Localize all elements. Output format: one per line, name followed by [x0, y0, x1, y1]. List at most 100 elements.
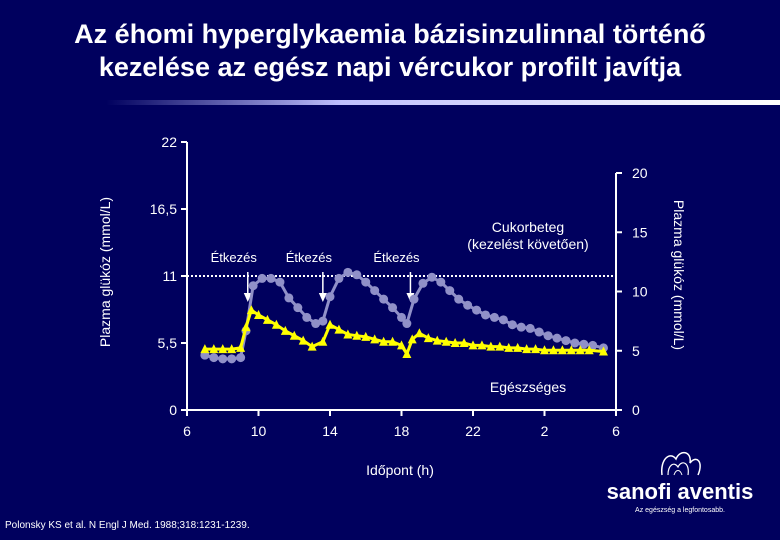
- x-tick-label: 22: [465, 423, 481, 439]
- diabetic-data-point: [397, 312, 406, 322]
- sanofi-aventis-bird-logo-icon: [661, 451, 701, 476]
- healthy-data-point: [334, 324, 344, 334]
- healthy-data-point: [289, 330, 299, 340]
- diabetic-data-point: [445, 286, 455, 296]
- healthy-data-point: [468, 340, 478, 350]
- diabetic-data-point: [352, 270, 362, 280]
- diabetic-data-point: [388, 303, 398, 313]
- left-y-tick-label: 11: [162, 268, 177, 284]
- healthy-data-point: [459, 338, 469, 347]
- right-y-tick-label: 15: [632, 224, 648, 240]
- meal-label: Étkezés: [373, 250, 420, 265]
- healthy-data-point: [370, 334, 380, 344]
- healthy-data-point: [584, 345, 594, 355]
- logo-tagline: Az egészség a legfontosabb.: [635, 507, 725, 514]
- diabetic-data-point: [543, 331, 553, 341]
- diabetic-data-point: [498, 315, 508, 325]
- healthy-data-point: [486, 341, 496, 351]
- diabetic-data-point: [257, 273, 267, 283]
- citation: Polonsky KS et al. N Engl J Med. 1988;31…: [5, 520, 250, 531]
- healthy-data-point: [388, 336, 398, 346]
- diabetic-data-point: [534, 327, 544, 337]
- meal-arrow-head: [318, 293, 327, 302]
- diabetic-data-point: [552, 333, 562, 343]
- x-axis-title: Időpont (h): [366, 462, 434, 478]
- healthy-data-point: [540, 345, 549, 355]
- left-y-tick-label: 16,5: [150, 201, 177, 217]
- diabetic-data-point: [561, 336, 571, 346]
- right-y-tick-label: 10: [632, 284, 648, 300]
- healthy-data-point: [432, 335, 442, 345]
- healthy-series-label: Egészséges: [490, 379, 566, 395]
- diabetic-data-point: [402, 319, 412, 329]
- healthy-data-point: [441, 336, 451, 346]
- diabetic-data-point: [302, 312, 312, 322]
- healthy-data-point: [531, 344, 541, 354]
- meal-label: Étkezés: [211, 250, 258, 265]
- title-line-2: kezelése az egész napi vércukor profilt …: [98, 52, 682, 82]
- healthy-data-point: [262, 314, 272, 324]
- diabetic-data-point: [343, 267, 353, 277]
- diabetic-data-point: [409, 294, 419, 304]
- diabetic-data-point: [516, 322, 526, 332]
- right-y-tick-label: 20: [632, 165, 648, 181]
- diabetic-data-point: [325, 292, 335, 302]
- healthy-data-point: [450, 338, 460, 347]
- diabetic-data-point: [284, 293, 294, 303]
- diabetic-data-point: [293, 303, 303, 313]
- meal-label: Étkezés: [286, 250, 333, 265]
- diabetic-data-point: [525, 323, 535, 333]
- x-tick-label: 10: [251, 423, 267, 439]
- right-y-tick-label: 0: [632, 402, 640, 418]
- diabetic-data-point: [370, 286, 380, 296]
- left-y-axis-title: Plazma glükóz (mmol/L): [97, 197, 113, 347]
- healthy-data-point: [241, 322, 251, 332]
- diabetic-data-point: [248, 281, 258, 291]
- diabetic-data-point: [227, 354, 237, 364]
- diabetic-data-point: [218, 354, 228, 364]
- healthy-data-point: [566, 345, 576, 355]
- right-y-axis-title: Plazma glükóz (mmol/L): [671, 200, 687, 350]
- diabetic-data-point: [209, 353, 219, 363]
- diabetic-data-point: [334, 273, 344, 283]
- healthy-data-point: [318, 336, 328, 346]
- diabetic-data-point: [379, 294, 389, 304]
- healthy-data-point: [397, 340, 406, 350]
- healthy-data-point: [254, 309, 263, 319]
- logo-wordmark: sanofi aventis: [606, 479, 754, 504]
- healthy-data-point: [575, 345, 585, 355]
- diabetic-data-point: [472, 305, 482, 315]
- healthy-data-point: [298, 335, 308, 345]
- healthy-data-point: [271, 319, 281, 329]
- diabetic-data-point: [481, 310, 491, 320]
- diabetic-data-point: [361, 277, 371, 287]
- diabetic-data-point: [418, 278, 428, 288]
- healthy-data-point: [504, 342, 514, 352]
- diabetic-data-point: [275, 277, 285, 287]
- diabetic-data-point: [463, 300, 473, 310]
- healthy-data-point: [407, 334, 417, 344]
- healthy-data-point: [352, 330, 362, 340]
- healthy-data-point: [343, 329, 353, 339]
- diabetic-data-point: [489, 312, 499, 322]
- diabetic-data-point: [236, 353, 246, 363]
- x-tick-label: 18: [394, 423, 410, 439]
- healthy-data-point: [361, 331, 371, 341]
- healthy-data-point: [423, 333, 433, 343]
- healthy-data-point: [236, 342, 246, 352]
- healthy-data-point: [414, 328, 424, 338]
- healthy-data-point: [307, 341, 317, 351]
- diabetic-data-point: [266, 273, 276, 283]
- slide-title: Az éhomi hyperglykaemia bázisinzulinnal …: [0, 18, 780, 84]
- x-tick-label: 6: [183, 423, 191, 439]
- diabetic-data-point: [318, 316, 328, 326]
- healthy-data-point: [379, 336, 389, 346]
- healthy-data-point: [548, 345, 558, 355]
- x-tick-label: 2: [541, 423, 549, 439]
- diabetic-data-point: [311, 319, 321, 329]
- diabetic-series-label-line2: (kezelést követően): [467, 236, 588, 252]
- left-y-tick-label: 22: [161, 134, 177, 150]
- diabetic-data-point: [570, 338, 580, 348]
- meal-arrow-head: [243, 293, 252, 302]
- healthy-data-point: [557, 345, 567, 355]
